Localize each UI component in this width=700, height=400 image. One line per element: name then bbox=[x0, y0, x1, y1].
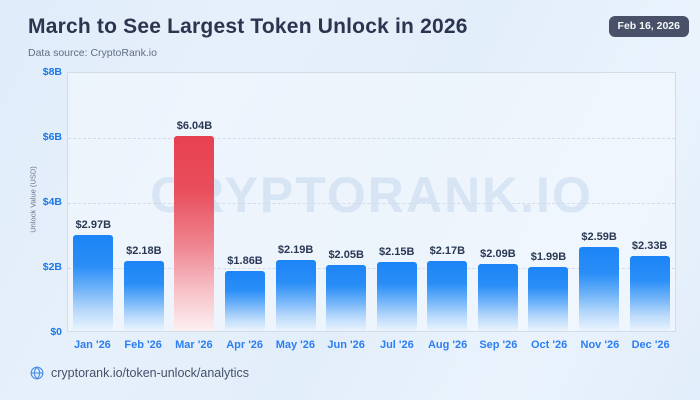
y-tick-label: $2B bbox=[42, 261, 62, 273]
bar-slot: $2.59B bbox=[574, 73, 625, 331]
y-tick-label: $4B bbox=[42, 196, 62, 208]
bar-slot: $2.33B bbox=[624, 73, 675, 331]
gridline bbox=[68, 203, 675, 204]
bar bbox=[477, 263, 518, 331]
bar-value-label: $2.17B bbox=[429, 245, 466, 258]
bar-value-label: $2.15B bbox=[379, 245, 415, 258]
x-axis-label: Feb '26 bbox=[124, 339, 162, 351]
bar bbox=[528, 266, 569, 331]
date-badge: Feb 16, 2026 bbox=[608, 16, 689, 37]
bar-value-label: $2.19B bbox=[277, 244, 314, 257]
bar bbox=[275, 260, 316, 331]
x-axis-labels: Jan '26 Feb '26 Mar '26 Apr '26 May '26 Jun '… bbox=[67, 339, 676, 351]
bar-slot: $2.18B bbox=[119, 73, 170, 331]
bar-highlighted bbox=[174, 136, 215, 331]
bar bbox=[123, 260, 164, 331]
bar-series: $2.97B $2.18B $6.04B $1.86B $2.19B $2.05B $2.1… bbox=[68, 73, 675, 331]
y-tick-label: $6B bbox=[42, 131, 62, 143]
bar-slot: $2.19B bbox=[270, 73, 321, 331]
x-axis-label: Sep '26 bbox=[479, 339, 518, 351]
bar-slot: $2.09B bbox=[473, 73, 524, 331]
bar-chart-plot-area: CRYPTORANK.IO $2.97B $2.18B $6.04B $1.86B $2… bbox=[67, 72, 676, 332]
bar bbox=[579, 247, 620, 331]
x-axis-label: May '26 bbox=[275, 339, 316, 351]
page-title: March to See Largest Token Unlock in 202… bbox=[28, 15, 468, 38]
bar-slot: $2.17B bbox=[422, 73, 473, 331]
x-axis-label: Mar '26 bbox=[175, 339, 213, 351]
y-tick-label: $0 bbox=[50, 326, 62, 338]
x-axis-label: Oct '26 bbox=[531, 339, 568, 351]
bar-value-label: $1.99B bbox=[530, 250, 567, 263]
bar-value-label: $2.18B bbox=[126, 244, 162, 257]
footer-url: cryptorank.io/token-unlock/analytics bbox=[51, 366, 250, 380]
x-axis-label: Jun '26 bbox=[327, 339, 365, 351]
bar bbox=[326, 264, 367, 331]
bar bbox=[629, 255, 670, 331]
bar-slot: $1.86B bbox=[220, 73, 271, 331]
y-axis-title: Unlock Value (USD) bbox=[28, 166, 38, 233]
gridline bbox=[68, 268, 675, 269]
x-axis-label: Apr '26 bbox=[226, 339, 264, 351]
x-axis-label: Aug '26 bbox=[427, 339, 468, 351]
bar-slot: $2.05B bbox=[321, 73, 372, 331]
bar-slot: $1.99B bbox=[523, 73, 574, 331]
bar-slot: $6.04B bbox=[169, 73, 220, 331]
bar bbox=[427, 261, 468, 331]
bar-value-label: $2.09B bbox=[480, 247, 516, 260]
bar-value-label: $2.33B bbox=[631, 239, 668, 252]
bar bbox=[376, 261, 417, 331]
bar bbox=[225, 271, 266, 331]
bar bbox=[73, 235, 114, 331]
x-axis-label: Jul '26 bbox=[379, 339, 414, 351]
bar-value-label: $2.97B bbox=[75, 219, 112, 232]
bar-slot: $2.97B bbox=[68, 73, 119, 331]
y-tick-label: $8B bbox=[42, 66, 62, 78]
bar-value-label: $2.59B bbox=[581, 231, 617, 244]
x-axis-label: Dec '26 bbox=[631, 339, 670, 351]
gridline bbox=[68, 138, 675, 139]
bar-value-label: $6.04B bbox=[176, 120, 213, 133]
footer: cryptorank.io/token-unlock/analytics bbox=[30, 366, 249, 380]
bar-slot: $2.15B bbox=[371, 73, 422, 331]
bar-value-label: $2.05B bbox=[328, 248, 364, 261]
x-axis-label: Nov '26 bbox=[580, 339, 620, 351]
data-source-caption: Data source: CryptoRank.io bbox=[28, 47, 157, 59]
bar-value-label: $1.86B bbox=[227, 255, 263, 268]
x-axis-label: Jan '26 bbox=[73, 339, 111, 351]
globe-icon bbox=[30, 366, 44, 380]
